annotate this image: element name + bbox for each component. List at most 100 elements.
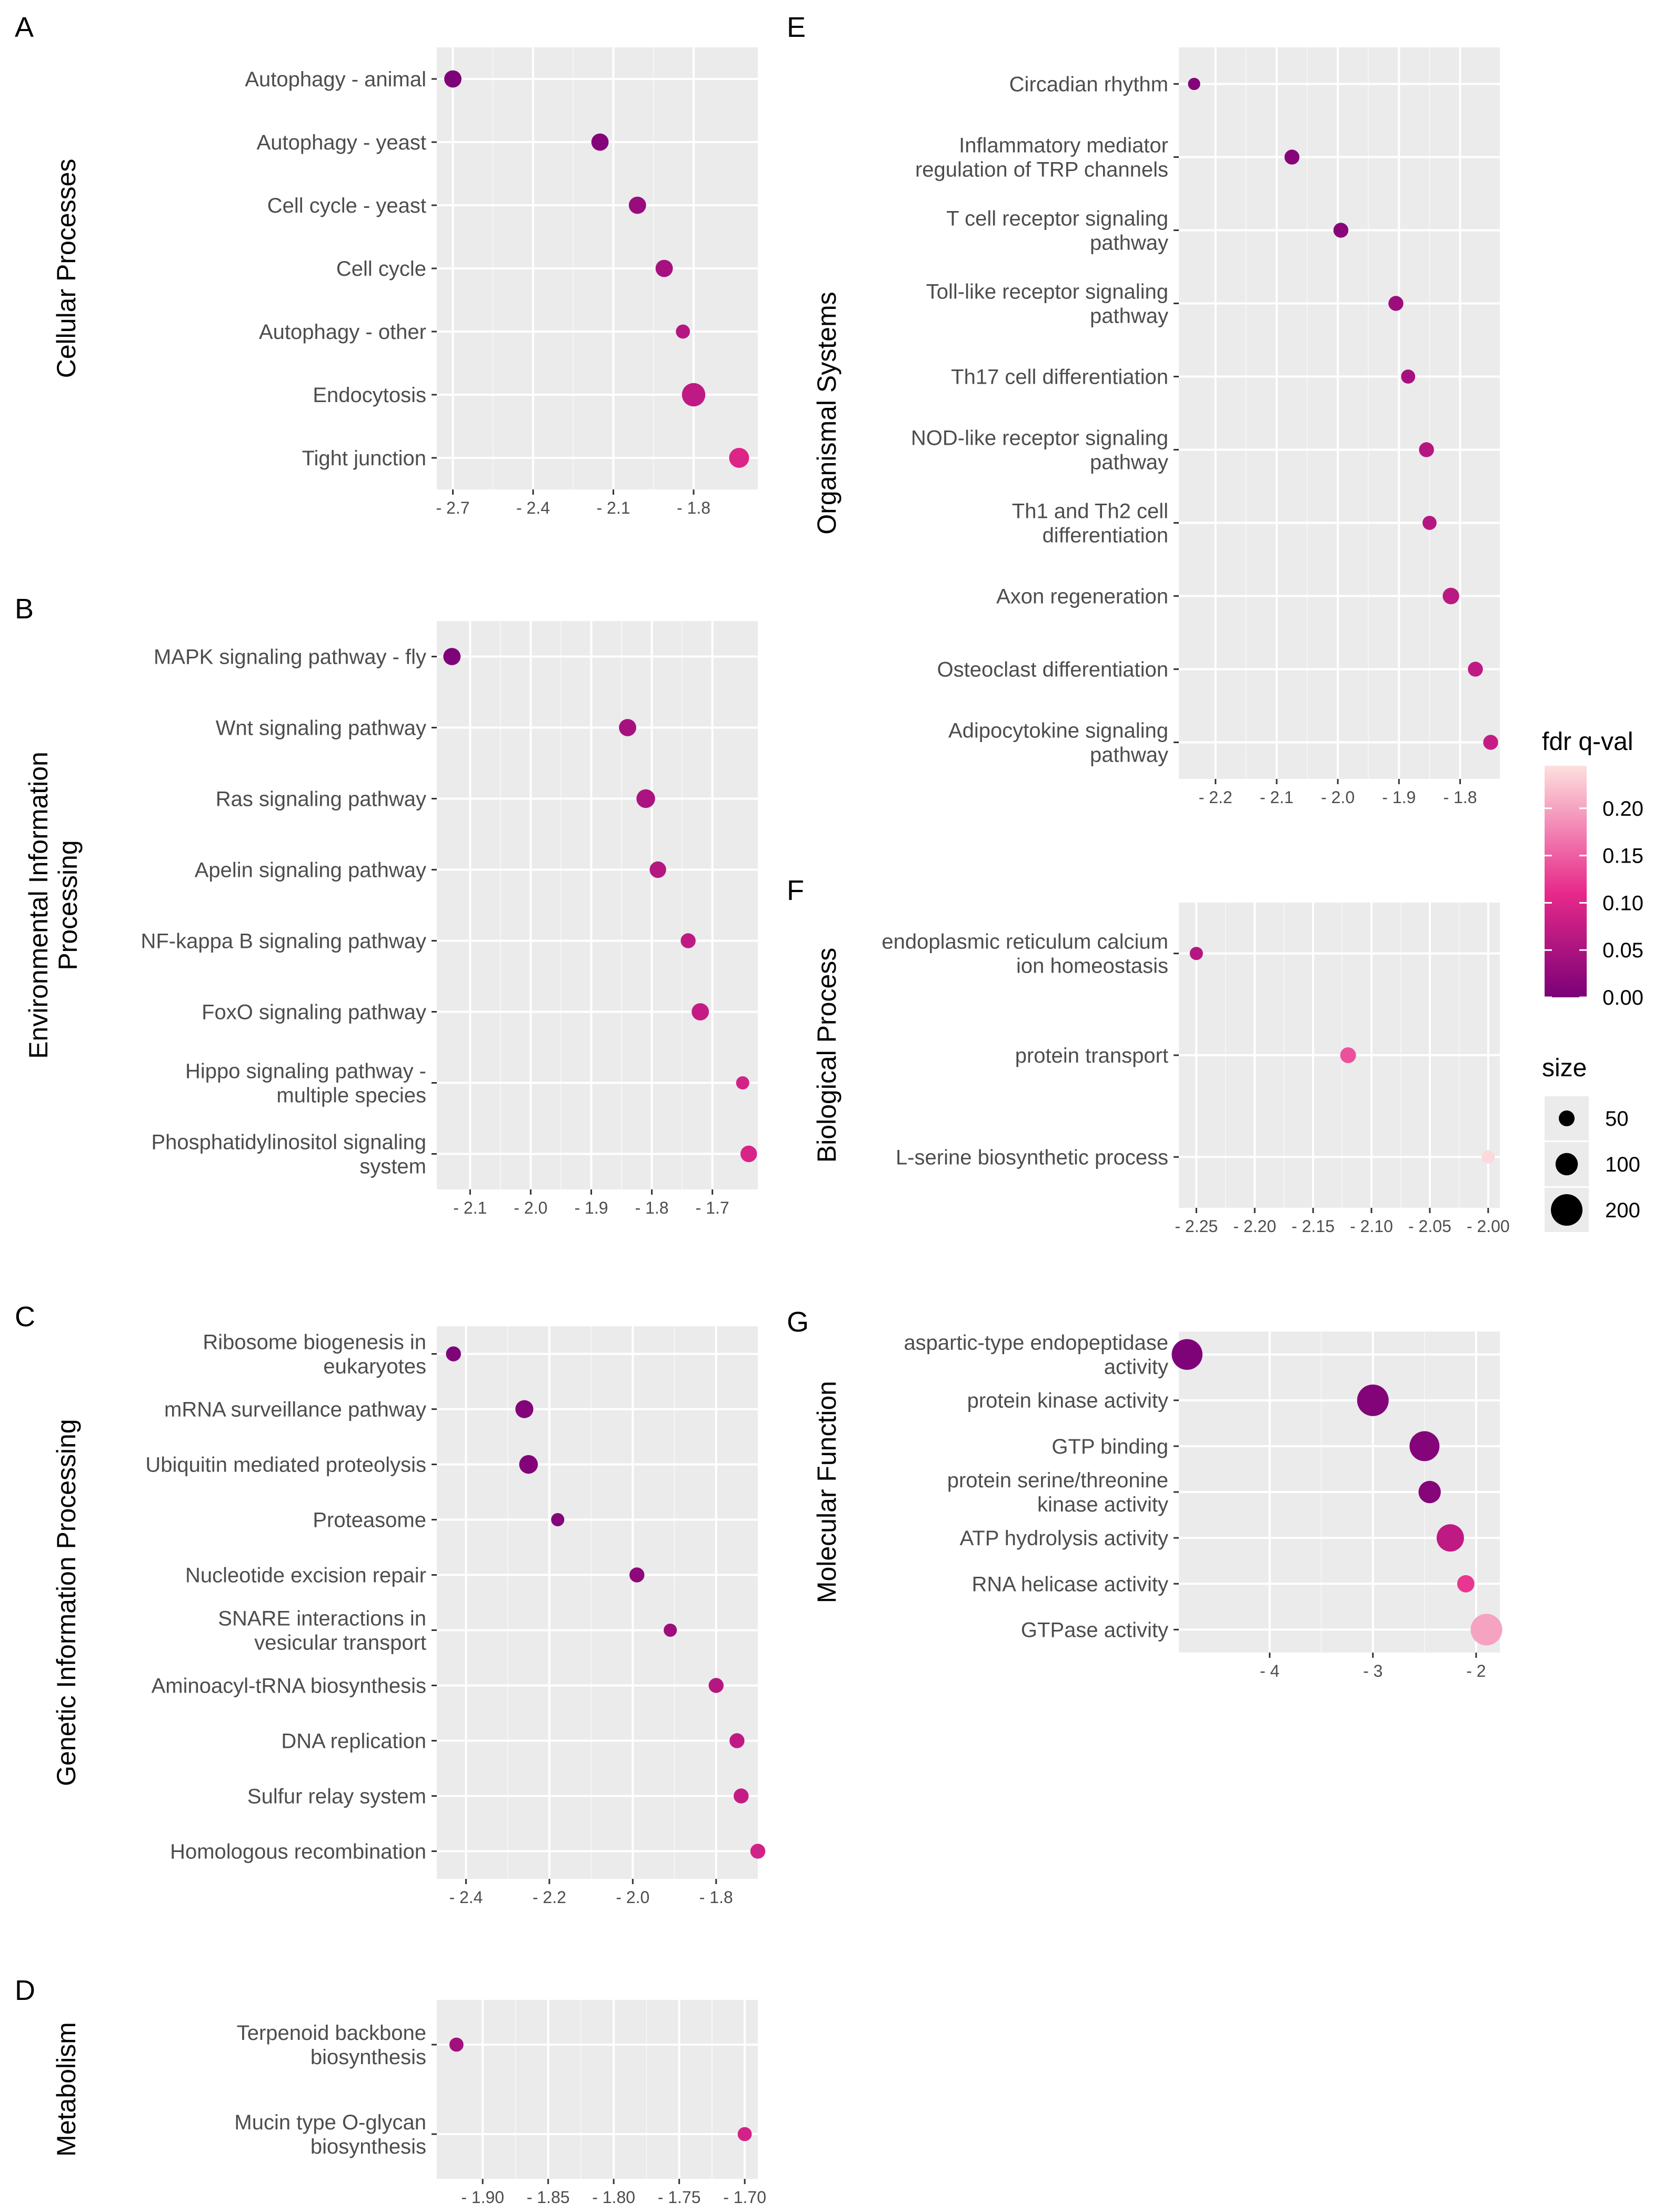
data-point bbox=[1470, 1614, 1502, 1646]
color-bar-label: 0.05 bbox=[1602, 939, 1644, 962]
panel-background bbox=[437, 621, 758, 1189]
y-tick-label: DNA replication bbox=[281, 1730, 426, 1753]
y-tick-label: aspartic-type endopeptidase activity bbox=[904, 1332, 1168, 1379]
data-point bbox=[444, 70, 462, 88]
data-point bbox=[649, 861, 666, 878]
facet-label: Environmental InformationProcessing bbox=[24, 752, 83, 1059]
data-point bbox=[708, 1678, 724, 1693]
panel-background bbox=[437, 2000, 758, 2179]
data-point bbox=[1401, 369, 1416, 384]
y-tick-label: Sulfur relay system bbox=[247, 1785, 426, 1808]
y-tick-label: Ubiquitin mediated proteolysis bbox=[145, 1454, 426, 1477]
x-tick-label: - 2.0 bbox=[1321, 788, 1355, 807]
y-tick-label: Axon regeneration bbox=[996, 585, 1168, 608]
data-point bbox=[443, 648, 461, 665]
facet-label: Organismal Systems bbox=[812, 292, 841, 534]
data-point bbox=[628, 196, 646, 214]
data-point bbox=[740, 1145, 757, 1163]
color-bar-label: 0.10 bbox=[1602, 892, 1644, 915]
y-tick-label: Autophagy - animal bbox=[245, 68, 426, 91]
data-point bbox=[676, 324, 690, 339]
y-tick-label: Phosphatidylinositol signaling system bbox=[151, 1131, 426, 1178]
x-tick-label: - 4 bbox=[1260, 1661, 1279, 1680]
x-tick-label: - 1.90 bbox=[461, 2188, 504, 2207]
x-tick-label: - 2.4 bbox=[516, 498, 550, 517]
y-tick-label: Aminoacyl-tRNA biosynthesis bbox=[152, 1675, 426, 1698]
x-tick-label: - 2.1 bbox=[1260, 788, 1294, 807]
data-point bbox=[680, 933, 696, 948]
data-point bbox=[1284, 149, 1300, 165]
x-tick-label: - 2.25 bbox=[1175, 1217, 1218, 1236]
x-tick-label: - 2.2 bbox=[533, 1888, 566, 1907]
y-tick-label: Circadian rhythm bbox=[1009, 73, 1168, 96]
panel-b: - 2.1 - 2.0 - 1.9 - 1.8 - 1.7 MAPK signaling … bbox=[15, 593, 758, 1217]
x-tick-label: - 2.15 bbox=[1291, 1217, 1335, 1236]
x-tick-label: - 2.7 bbox=[436, 498, 469, 517]
y-tick-label: Th17 cell differentiation bbox=[951, 366, 1168, 389]
data-point bbox=[736, 1076, 749, 1090]
y-tick-label: protein transport bbox=[1015, 1044, 1168, 1067]
y-tick-label: Autophagy - yeast bbox=[257, 131, 426, 154]
facet-label: Molecular Function bbox=[812, 1381, 841, 1603]
size-key-label: 50 bbox=[1605, 1107, 1629, 1130]
data-point bbox=[1409, 1431, 1440, 1462]
panel-d: - 1.90 - 1.85 - 1.80 - 1.75 - 1.70 Terpenoid … bbox=[15, 1975, 766, 2207]
x-tick-label: - 1.8 bbox=[635, 1198, 669, 1217]
data-point bbox=[1442, 587, 1459, 605]
x-tick-label: - 1.85 bbox=[527, 2188, 570, 2207]
data-point bbox=[551, 1513, 565, 1527]
y-tick-label: protein serine/threonine kinase activity bbox=[947, 1469, 1168, 1516]
data-point bbox=[619, 719, 636, 736]
data-point bbox=[1419, 442, 1434, 457]
size-legend-title: size bbox=[1542, 1054, 1587, 1082]
x-tick-label: - 1.9 bbox=[574, 1198, 608, 1217]
data-point bbox=[1188, 77, 1200, 91]
y-tick-label: Cell cycle bbox=[336, 257, 426, 281]
color-bar-label: 0.20 bbox=[1602, 797, 1644, 820]
data-point bbox=[1436, 1524, 1464, 1552]
data-point bbox=[629, 1567, 645, 1583]
y-tick-label: Proteasome bbox=[313, 1509, 426, 1532]
facet-label: Cellular Processes bbox=[52, 159, 81, 378]
color-bar bbox=[1545, 766, 1587, 997]
x-tick-label: - 2.00 bbox=[1467, 1217, 1510, 1236]
y-tick-label: Nucleotide excision repair bbox=[185, 1564, 426, 1587]
y-tick-label: Mucin type O-glycan biosynthesis bbox=[234, 2111, 426, 2158]
x-tick-label: - 1.70 bbox=[723, 2188, 766, 2207]
y-tick-label: endoplasmic reticulum calcium ion homeost… bbox=[881, 930, 1168, 978]
size-key-label: 200 bbox=[1605, 1199, 1640, 1222]
data-point bbox=[1388, 296, 1404, 311]
data-point bbox=[519, 1455, 538, 1474]
y-tick-label: Inflammatory mediator regulation of TRP c… bbox=[915, 134, 1168, 182]
panel-background bbox=[1179, 47, 1500, 779]
panel-f: - 2.25 - 2.20 - 2.15 - 2.10 - 2.05 - 2.00 endo… bbox=[787, 875, 1510, 1236]
panel-a: - 2.7 - 2.4 - 2.1 - 1.8 Autophagy - animal Au… bbox=[15, 12, 758, 517]
y-tick-label: ATP hydrolysis activity bbox=[960, 1527, 1168, 1550]
y-tick-label: Cell cycle - yeast bbox=[267, 194, 426, 217]
y-tick-label: Th1 and Th2 cell differentiation bbox=[1012, 500, 1168, 547]
data-point bbox=[664, 1623, 677, 1637]
x-tick-label: - 1.8 bbox=[699, 1888, 733, 1907]
size-key-point bbox=[1555, 1153, 1578, 1176]
data-point bbox=[636, 789, 655, 808]
data-point bbox=[729, 448, 749, 468]
y-tick-label: Terpenoid backbone biosynthesis bbox=[237, 2021, 426, 2069]
data-point bbox=[1481, 1150, 1495, 1164]
color-legend-title: fdr q-val bbox=[1542, 728, 1633, 756]
y-tick-label: Wnt signaling pathway bbox=[216, 717, 426, 740]
data-point bbox=[1171, 1339, 1203, 1370]
data-point bbox=[591, 133, 609, 151]
x-tick-label: - 1.8 bbox=[677, 498, 710, 517]
panel-letter: B bbox=[15, 593, 34, 625]
facet-label: Genetic Information Processing bbox=[52, 1419, 81, 1786]
y-tick-label: NOD-like receptor signaling pathway bbox=[911, 427, 1168, 474]
panel-letter: D bbox=[15, 1975, 35, 2006]
x-tick-label: - 2.0 bbox=[616, 1888, 649, 1907]
y-tick-label: Autophagy - other bbox=[259, 321, 426, 344]
panel-letter: A bbox=[15, 12, 34, 43]
y-tick-label: T cell receptor signaling pathway bbox=[946, 207, 1168, 255]
data-point bbox=[1457, 1575, 1475, 1593]
data-point bbox=[1418, 1480, 1441, 1504]
